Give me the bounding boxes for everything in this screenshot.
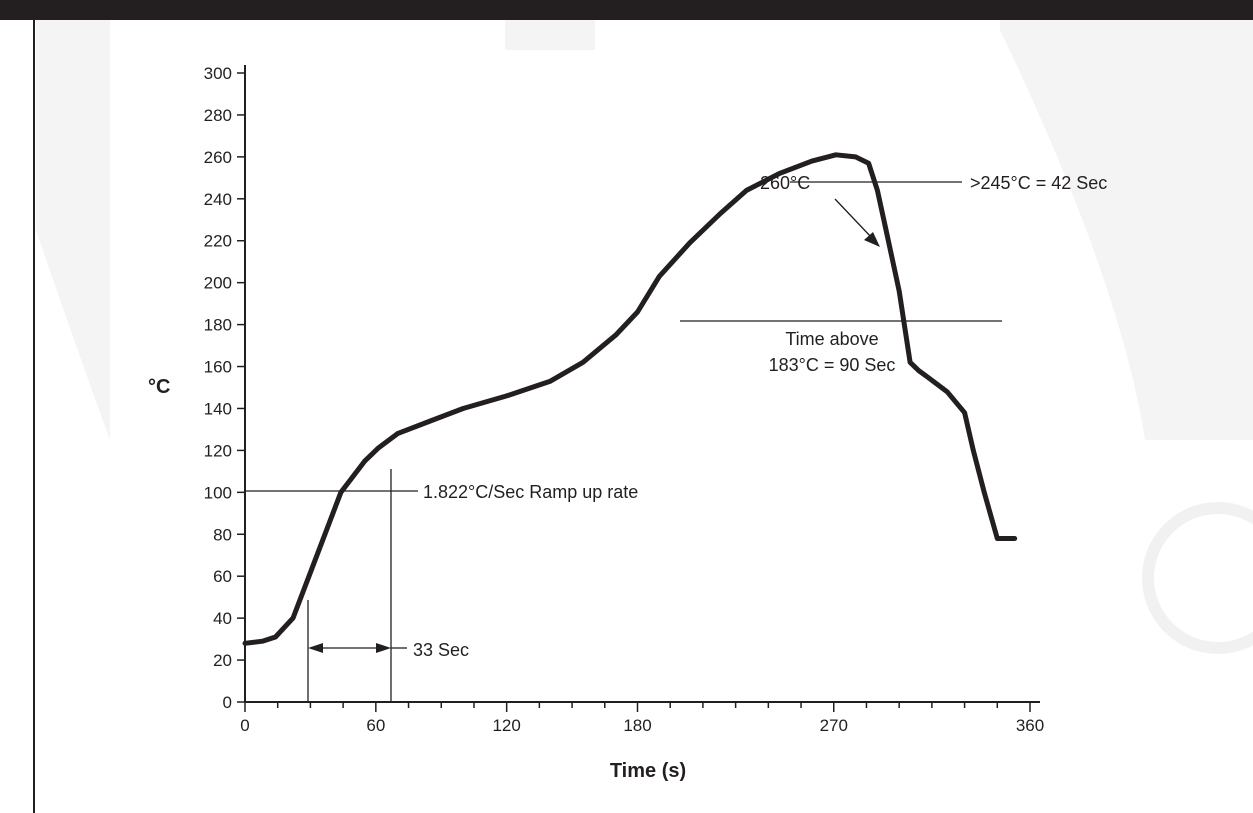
y-axis-label: °C [148,376,170,398]
ramp-rate-label: 1.822°C/Sec Ramp up rate [423,482,638,502]
x-tick-label: 270 [820,716,848,735]
watermark-shape-mid [505,20,595,50]
time-above-label-line1: Time above [785,329,878,349]
left-border-rule [33,20,35,813]
y-tick-label: 300 [204,64,232,83]
watermark-shape-right [1000,20,1253,440]
peak-temperature-label: 260°C [760,173,810,193]
peak-leader-line [834,198,873,239]
axes: 0 20 40 60 80 100 120 140 160 180 200 220 240 260 280 3… [204,64,1045,735]
x-tick-label: 0 [240,716,249,735]
y-tick-label: 80 [213,525,232,544]
interval-arrowhead-left [308,643,323,653]
y-tick-label: 100 [204,483,232,502]
y-tick-label: 180 [204,316,232,335]
reference-lines [245,181,1002,702]
watermark-shape-left [36,20,110,440]
watermark-registered-mark [1142,502,1253,654]
y-tick-label: 280 [204,106,232,125]
x-tick-label: 60 [366,716,385,735]
y-tick-label: 200 [204,274,232,293]
y-tick-label: 120 [204,441,232,460]
y-tick-label: 160 [204,358,232,377]
x-axis-label: Time (s) [610,760,686,782]
y-tick-label: 60 [213,567,232,586]
x-tick-label: 360 [1016,716,1044,735]
watermark [36,20,1253,654]
above-245-label: >245°C = 42 Sec [970,173,1107,193]
time-above-label-line2: 183°C = 90 Sec [769,355,896,375]
y-tick-label: 0 [223,693,232,712]
y-tick-label: 240 [204,190,232,209]
interval-label: 33 Sec [413,640,469,660]
y-tick-label: 20 [213,651,232,670]
peak-arrowhead [864,232,880,247]
y-tick-label: 260 [204,148,232,167]
interval-arrowhead-right [376,643,391,653]
temperature-profile-line [242,152,1018,646]
y-tick-label: 40 [213,609,232,628]
x-tick-label: 120 [492,716,520,735]
y-tick-label: 220 [204,232,232,251]
x-tick-label: 180 [623,716,651,735]
top-bar [0,0,1253,20]
y-tick-label: 140 [204,399,232,418]
